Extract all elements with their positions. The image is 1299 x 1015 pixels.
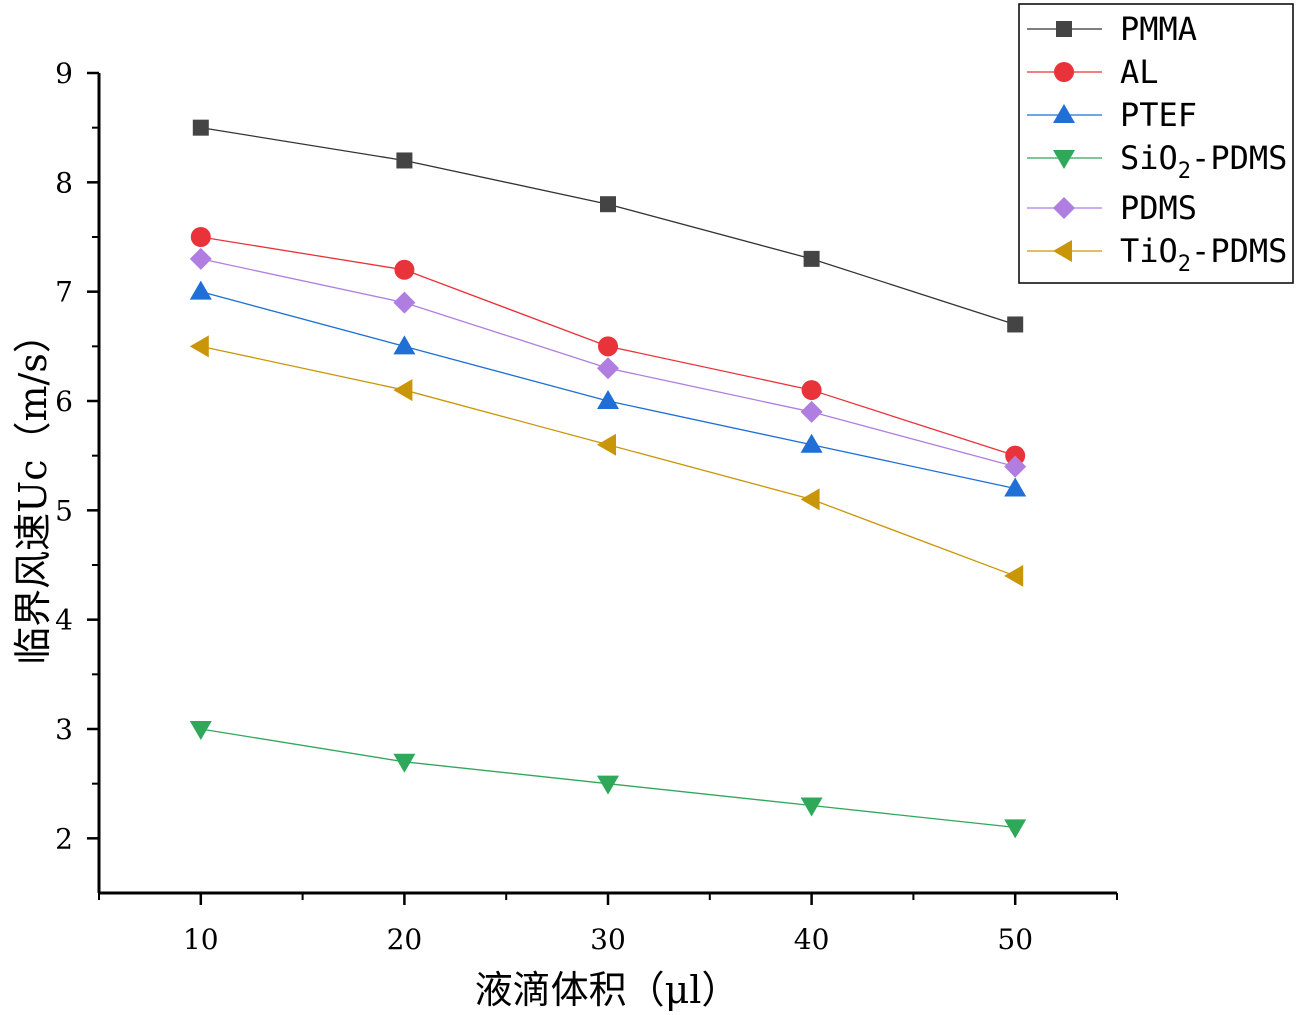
- y-tick-label: 4: [55, 604, 73, 637]
- y-axis-title: 临界风速Uc（m/s）: [11, 315, 55, 665]
- data-point-tio2-pdms: [393, 379, 413, 402]
- data-point-tio2-pdms: [189, 335, 209, 358]
- series-pmma: [192, 119, 1024, 333]
- legend-label-main: PDMS: [1120, 189, 1197, 227]
- legend-label-main: PMMA: [1120, 10, 1197, 48]
- series-sio2-pdms: [189, 721, 1027, 839]
- axes: 2 3 4 5 6 7 8 9 10 20 30 40 50: [55, 57, 1118, 956]
- series-layer: [189, 119, 1027, 839]
- data-point-pdms: [1004, 455, 1027, 478]
- y-tick-label: 9: [55, 57, 73, 90]
- y-tick-label: 6: [55, 385, 73, 418]
- legend-label-main: PTEF: [1120, 96, 1197, 134]
- data-point-al: [394, 259, 415, 280]
- data-point-sio2-pdms: [800, 797, 823, 817]
- legend-label: PTEF: [1120, 96, 1197, 134]
- data-point-al: [801, 380, 822, 401]
- legend-item-ptef: PTEF: [1027, 96, 1197, 134]
- series-al: [190, 227, 1026, 466]
- legend-marker: [1053, 240, 1072, 262]
- data-point-pmma: [803, 250, 820, 267]
- legend-marker: [1054, 62, 1074, 82]
- data-point-pdms: [189, 247, 212, 270]
- y-tick-label: 3: [55, 713, 73, 746]
- x-tick-label: 10: [183, 923, 219, 956]
- legend-label: PDMS: [1120, 189, 1197, 227]
- data-point-pmma: [1007, 316, 1024, 333]
- series-line-tio2-pdms: [200, 345, 1016, 577]
- legend-marker: [1053, 197, 1075, 219]
- legend-label: TiO2-PDMS: [1120, 232, 1287, 277]
- legend-label-tail: -PDMS: [1191, 139, 1287, 177]
- legend-label-main: SiO: [1120, 139, 1178, 177]
- x-tick-label: 30: [590, 923, 626, 956]
- legend-item-al: AL: [1027, 53, 1159, 91]
- legend-label: AL: [1120, 53, 1159, 91]
- data-point-pdms: [597, 357, 619, 380]
- y-tick-label: 2: [55, 822, 73, 855]
- y-tick-label: 7: [55, 276, 73, 309]
- data-point-ptef: [597, 390, 619, 409]
- legend-item-pdms: PDMS: [1027, 189, 1197, 227]
- legend-marker: [1056, 21, 1072, 37]
- data-point-pmma: [192, 119, 209, 136]
- data-point-sio2-pdms: [189, 721, 212, 740]
- legend-marker: [1053, 150, 1075, 169]
- data-point-sio2-pdms: [597, 775, 619, 795]
- legend-label-tail: -PDMS: [1191, 232, 1287, 270]
- data-point-pmma: [396, 152, 413, 169]
- legend-marker: [1053, 104, 1075, 123]
- series-tio2-pdms: [189, 335, 1024, 587]
- x-tick-label: 50: [997, 923, 1033, 956]
- series-pdms: [189, 247, 1027, 478]
- data-point-al: [598, 336, 618, 357]
- data-point-ptef: [800, 433, 823, 453]
- data-point-tio2-pdms: [597, 433, 616, 456]
- data-point-tio2-pdms: [800, 488, 820, 511]
- data-point-ptef: [189, 280, 212, 300]
- series-ptef: [189, 280, 1027, 497]
- data-point-sio2-pdms: [393, 753, 416, 773]
- legend-item-sio2-pdms: SiO2-PDMS: [1027, 139, 1287, 184]
- data-point-pdms: [800, 400, 823, 423]
- legend-label-main: AL: [1120, 53, 1159, 91]
- data-point-pmma: [600, 196, 616, 213]
- y-tick-label: 8: [55, 166, 73, 199]
- legend-label: PMMA: [1120, 10, 1197, 48]
- data-point-al: [190, 227, 211, 247]
- legend-item-pmma: PMMA: [1027, 10, 1197, 48]
- legend-label-subscript: 2: [1178, 252, 1191, 277]
- x-tick-label: 40: [794, 923, 830, 956]
- legend-box: [1018, 3, 1294, 284]
- data-point-ptef: [393, 335, 416, 355]
- legend-item-tio2-pdms: TiO2-PDMS: [1027, 232, 1287, 277]
- data-point-pdms: [393, 291, 416, 314]
- legend-label: SiO2-PDMS: [1120, 139, 1287, 184]
- y-tick-label: 5: [55, 494, 73, 527]
- series-line-pmma: [200, 127, 1016, 326]
- data-point-sio2-pdms: [1004, 819, 1027, 839]
- x-tick-label: 20: [387, 923, 423, 956]
- legend-label-main: TiO: [1120, 232, 1178, 270]
- legend-label-subscript: 2: [1178, 159, 1191, 184]
- x-axis-title: 液滴体积（μl）: [475, 968, 740, 1012]
- data-point-ptef: [1004, 477, 1027, 497]
- data-point-tio2-pdms: [1004, 564, 1024, 587]
